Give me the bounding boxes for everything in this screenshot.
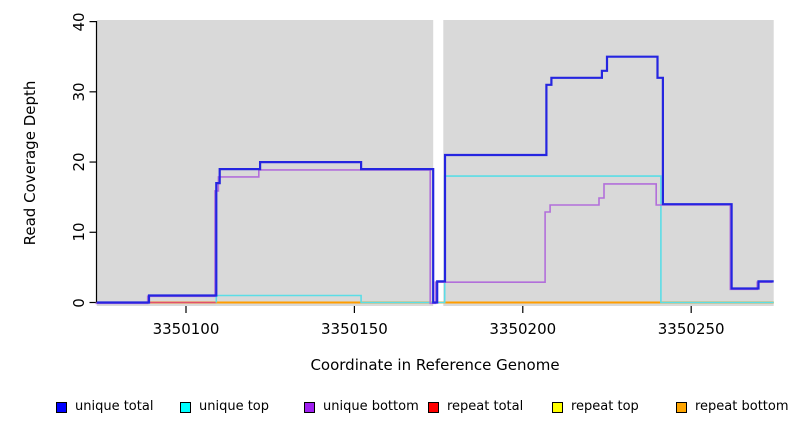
legend-swatch: [180, 402, 191, 413]
legend-swatch: [428, 402, 439, 413]
series-unique-total: [96, 55, 774, 304]
legend-swatch: [304, 402, 315, 413]
legend-swatch: [552, 402, 563, 413]
legend-swatch: [56, 402, 67, 413]
plot-bg-right: [443, 20, 774, 306]
y-tick-label: 0: [70, 297, 88, 308]
legend-label: unique total: [75, 399, 154, 414]
y-tick-label: 10: [70, 222, 88, 242]
legend-label: repeat top: [571, 399, 639, 414]
x-axis-title: Coordinate in Reference Genome: [310, 356, 560, 374]
series-unique-top: [215, 175, 774, 304]
legend-label: unique top: [199, 399, 270, 414]
x-tick-label: 3350250: [657, 320, 725, 338]
x-tick-label: 3350200: [489, 320, 557, 338]
y-axis-title: Read Coverage Depth: [21, 80, 39, 246]
legend-swatch: [676, 402, 687, 413]
x-tick-label: 3350150: [320, 320, 388, 338]
y-tick-label: 20: [70, 152, 88, 172]
legend-label: repeat bottom: [695, 399, 789, 414]
legend-label: repeat total: [447, 399, 524, 414]
y-tick-label: 30: [70, 82, 88, 102]
y-tick-label: 40: [70, 12, 88, 32]
x-tick-label: 3350100: [152, 320, 220, 338]
legend: unique total unique top unique bottom repea…: [0, 398, 792, 422]
legend-label: unique bottom: [323, 399, 419, 414]
